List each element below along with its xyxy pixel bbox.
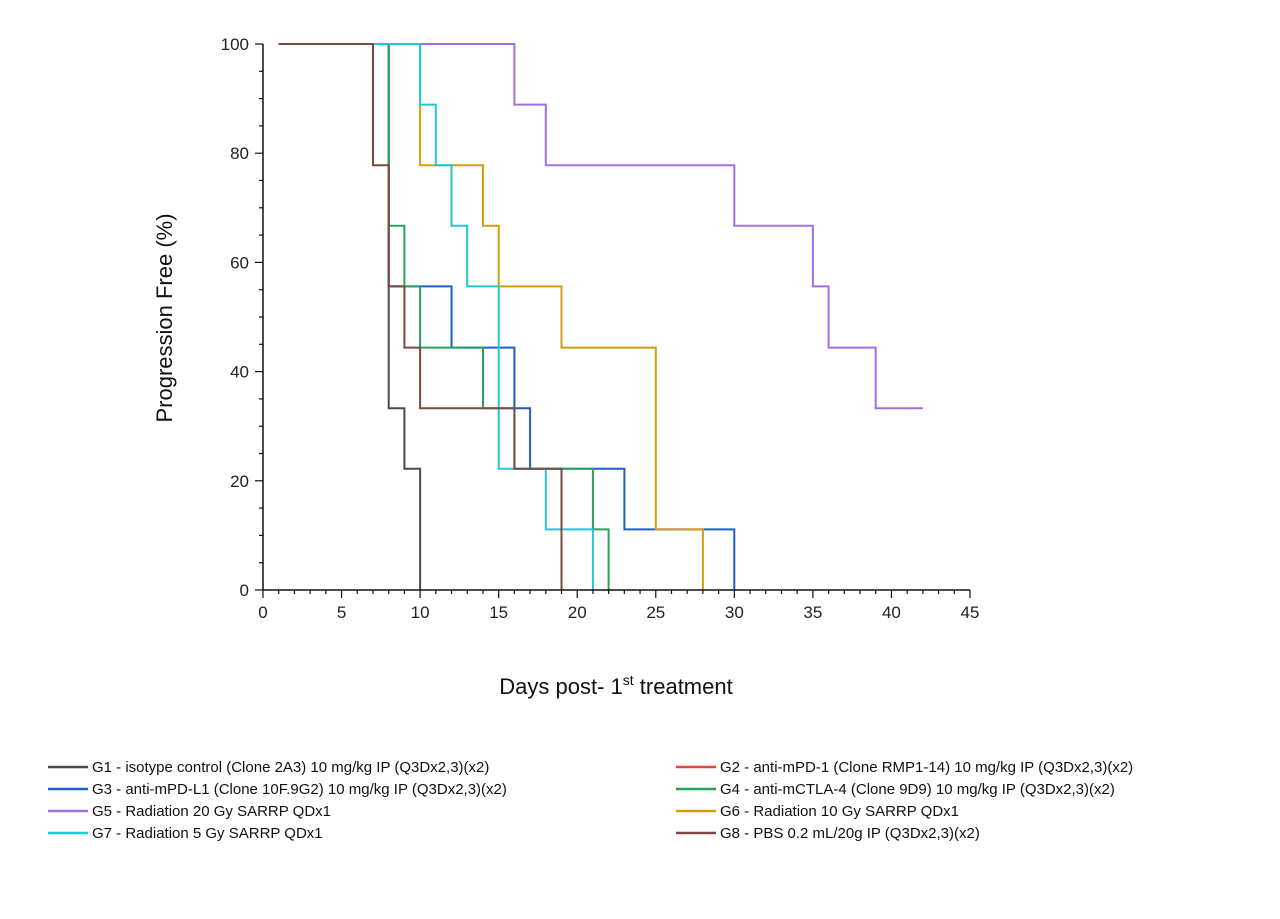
series-line-g4: [278, 43, 610, 590]
legend-label-g2: G2 - anti-mPD-1 (Clone RMP1-14) 10 mg/kg…: [720, 759, 1133, 776]
x-tick-label: 5: [337, 603, 346, 622]
x-tick-label: 20: [568, 603, 587, 622]
y-tick-label: 0: [240, 581, 249, 600]
series-line-g3: [278, 43, 736, 590]
x-axis-title-tail: treatment: [634, 674, 733, 699]
axes: 0 5 10 15 20 25 30 35 40 45 0 20 40 60 80 100: [221, 35, 980, 622]
x-tick-label: 30: [725, 603, 744, 622]
y-tick-label: 80: [230, 144, 249, 163]
legend: G1 - isotype control (Clone 2A3) 10 mg/k…: [48, 759, 1133, 842]
legend-label-g3: G3 - anti-mPD-L1 (Clone 10F.9G2) 10 mg/k…: [92, 781, 507, 798]
x-tick-label: 35: [803, 603, 822, 622]
legend-label-g5: G5 - Radiation 20 Gy SARRP QDx1: [92, 803, 331, 820]
series-line-g5: [278, 43, 923, 410]
x-tick-label: 40: [882, 603, 901, 622]
y-tick-label: 100: [221, 35, 249, 54]
plot-lines: [278, 43, 923, 590]
series-line-g1: [278, 43, 422, 590]
legend-label-g6: G6 - Radiation 10 Gy SARRP QDx1: [720, 803, 959, 820]
y-tick-label: 20: [230, 472, 249, 491]
x-axis-title-main: Days post- 1: [499, 674, 623, 699]
series-line-g8: [278, 43, 563, 590]
y-axis-title: Progression Free (%): [152, 213, 177, 422]
legend-label-g1: G1 - isotype control (Clone 2A3) 10 mg/k…: [92, 759, 489, 776]
x-tick-label: 15: [489, 603, 508, 622]
legend-label-g7: G7 - Radiation 5 Gy SARRP QDx1: [92, 825, 323, 842]
x-tick-label: 25: [646, 603, 665, 622]
x-tick-label: 0: [258, 603, 267, 622]
legend-label-g4: G4 - anti-mCTLA-4 (Clone 9D9) 10 mg/kg I…: [720, 781, 1115, 798]
series-line-g7: [278, 43, 594, 590]
series-line-g6: [278, 43, 704, 590]
legend-label-g8: G8 - PBS 0.2 mL/20g IP (Q3Dx2,3)(x2): [720, 825, 980, 842]
x-tick-label: 45: [961, 603, 980, 622]
x-axis-title-superscript: st: [623, 672, 634, 688]
y-tick-label: 40: [230, 363, 249, 382]
x-axis-title: Days post- 1st treatment: [499, 672, 732, 699]
y-tick-label: 60: [230, 253, 249, 272]
x-tick-label: 10: [411, 603, 430, 622]
